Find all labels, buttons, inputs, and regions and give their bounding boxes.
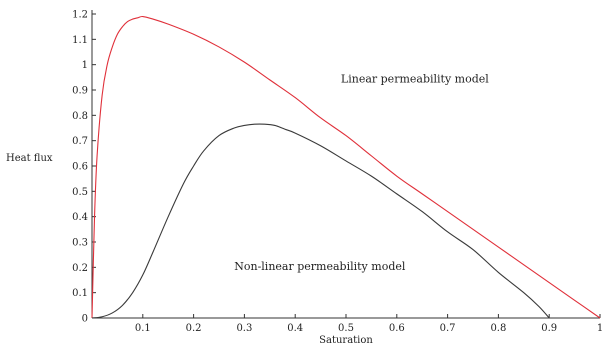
y-tick-label: 1.2 (72, 10, 88, 21)
y-tick-label: 0.4 (72, 212, 88, 223)
curve-annotation: Linear permeability model (341, 72, 489, 85)
x-tick-label: 0.9 (541, 323, 557, 334)
x-tick-label: 0.6 (389, 323, 405, 334)
y-tick-label: 0 (82, 314, 88, 325)
x-tick-label: 0.3 (236, 323, 252, 334)
y-axis-title: Heat flux (6, 153, 53, 164)
y-tick-label: 1.1 (72, 35, 88, 46)
annotations: Linear permeability model Non-linear perm… (234, 72, 489, 272)
x-tick-label: 0.5 (338, 323, 354, 334)
series-layer (91, 15, 601, 319)
y-tick-label: 0.8 (72, 111, 88, 122)
y-tick-label: 0.6 (72, 162, 88, 173)
y-tick-label: 0.5 (72, 187, 88, 198)
x-tick-label: 0.2 (186, 323, 202, 334)
x-tick-label: 0.7 (440, 323, 456, 334)
y-tick-label: 1 (82, 60, 88, 71)
non-linear-permeability-curve (91, 123, 550, 319)
y-tick-label: 0.9 (72, 86, 88, 97)
x-axis-title: Saturation (319, 335, 373, 345)
x-tick-label: 0.1 (135, 323, 151, 334)
x-tick-label: 0.8 (490, 323, 506, 334)
linear-permeability-curve (91, 15, 601, 319)
x-ticks: 0.1 0.2 0.3 0.4 0.5 0.6 0.7 0.8 0.9 1 (135, 314, 602, 334)
x-tick-label: 0.4 (287, 323, 303, 334)
x-tick-label: 1 (597, 323, 602, 334)
y-tick-label: 0.3 (72, 238, 88, 249)
curve-annotation: Non-linear permeability model (234, 260, 406, 273)
y-tick-label: 0.1 (72, 288, 88, 299)
y-tick-label: 0.2 (72, 263, 88, 274)
y-tick-label: 0.7 (72, 136, 88, 147)
